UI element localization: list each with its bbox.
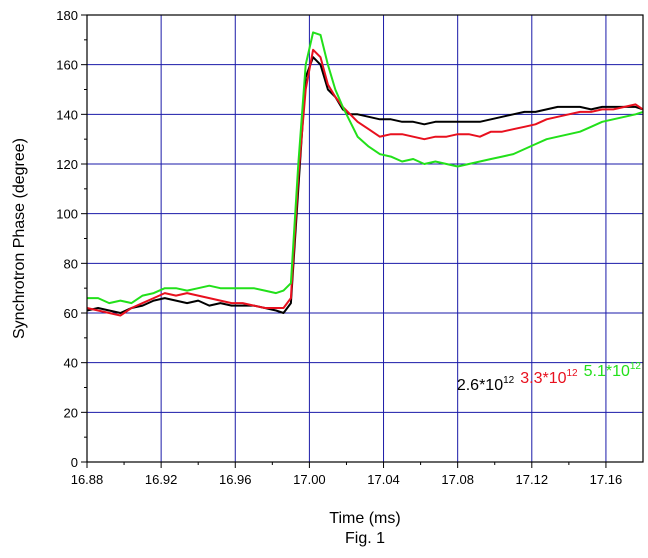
- x-tick-label: 17.16: [590, 472, 623, 487]
- x-tick-label: 16.88: [71, 472, 104, 487]
- y-tick-label: 20: [64, 405, 78, 420]
- x-tick-label: 17.04: [367, 472, 400, 487]
- series-line-3: [87, 31, 644, 305]
- x-tick-label: 17.12: [516, 472, 549, 487]
- y-tick-label: 100: [56, 207, 78, 222]
- y-tick-label: 180: [56, 8, 78, 23]
- y-tick-label: 140: [56, 107, 78, 122]
- series-lines: [86, 31, 644, 317]
- x-tick-label: 17.00: [293, 472, 326, 487]
- y-tick-label: 80: [64, 256, 78, 271]
- series-line-2: [86, 48, 644, 317]
- y-tick-label: 40: [64, 356, 78, 371]
- y-tick-label: 0: [71, 455, 78, 470]
- x-tick-label: 17.08: [441, 472, 474, 487]
- axis-ticks: 16.88 16.92 16.96 17.00 17.04 17.08 17.12 17.16…: [56, 8, 622, 487]
- legend-entry-exponent: 12: [503, 375, 515, 386]
- y-tick-label: 60: [64, 306, 78, 321]
- figure-caption: Fig. 1: [345, 530, 385, 547]
- grid: [87, 15, 643, 462]
- y-tick-label: 160: [56, 58, 78, 73]
- legend-entry-3: 5.1*10: [584, 363, 630, 380]
- legend-entry-2: 3.3*10: [520, 370, 566, 387]
- legend-entry-1: 2.6*10: [457, 377, 503, 394]
- legend-entry-exponent: 12: [566, 368, 578, 379]
- plot-frame: [86, 14, 644, 463]
- legend-entry-exponent: 12: [630, 361, 642, 372]
- y-axis-title: Synchrotron Phase (degree): [11, 138, 28, 339]
- x-tick-label: 16.96: [219, 472, 252, 487]
- series-line-1: [86, 56, 644, 314]
- x-tick-label: 16.92: [145, 472, 178, 487]
- y-tick-label: 120: [56, 157, 78, 172]
- x-axis-title: Time (ms): [329, 510, 400, 527]
- legend: 2.6*1012 3.3*1012 5.1*1012: [457, 361, 642, 394]
